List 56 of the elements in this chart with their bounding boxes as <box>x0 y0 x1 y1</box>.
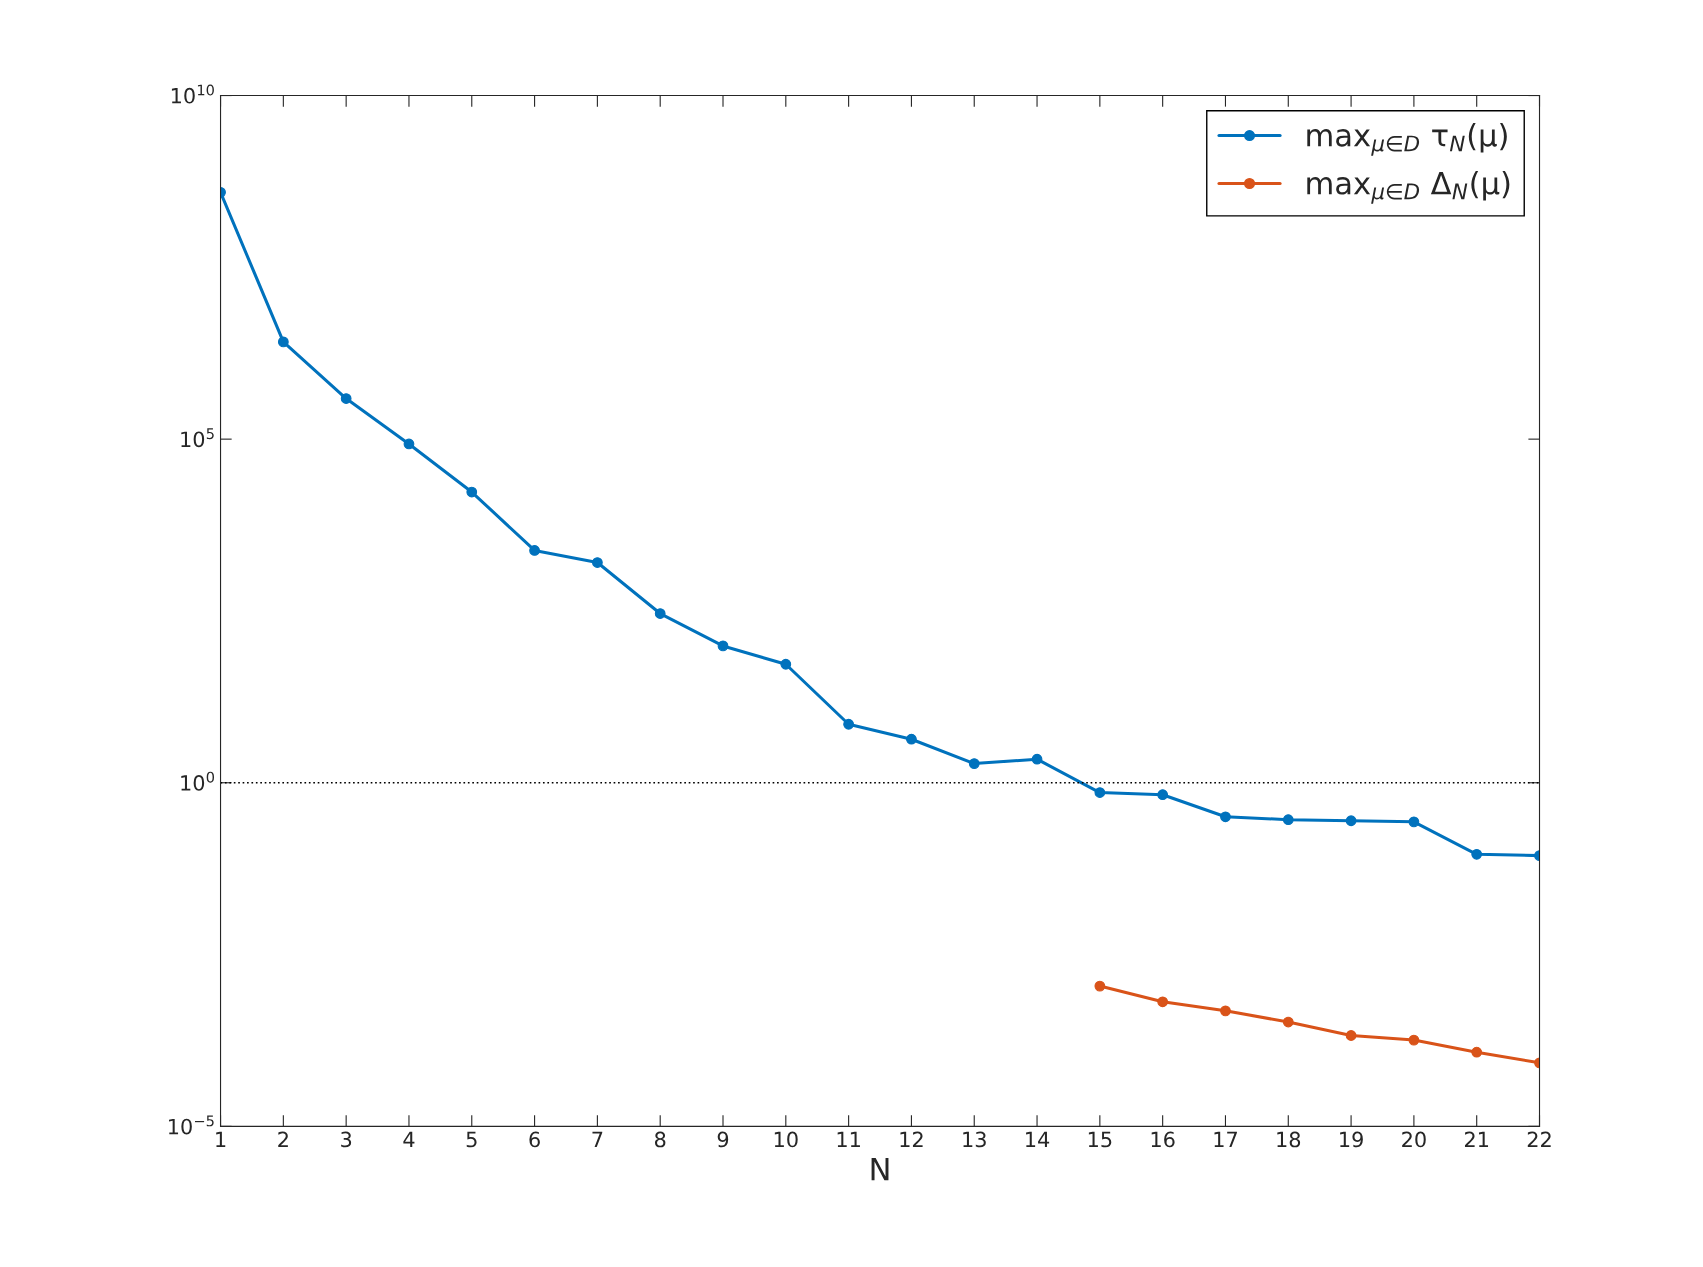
point <box>1157 996 1169 1008</box>
x-axis-title: N <box>871 1157 889 1181</box>
x-tick-label: 15 <box>1088 1131 1112 1148</box>
x-tick-label: 16 <box>1151 1131 1175 1148</box>
point <box>968 758 980 769</box>
legend-label: max$_{μ∈D}$ τ$_{N}$(μ) <box>1307 123 1507 156</box>
point <box>1094 787 1106 798</box>
point <box>1282 814 1294 826</box>
x-tick-label: 13 <box>963 1131 986 1148</box>
x-tick-label: 14 <box>1026 1131 1050 1148</box>
x-tick-label: 11 <box>837 1131 860 1148</box>
point <box>1157 789 1169 801</box>
point <box>1471 1046 1483 1058</box>
point <box>340 393 352 404</box>
point <box>277 336 289 348</box>
x-tick-label: 2 <box>278 1131 288 1148</box>
point <box>592 557 603 568</box>
point <box>466 486 478 498</box>
x-tick-label: 6 <box>529 1131 540 1148</box>
point <box>1345 1030 1357 1041</box>
y-tick-label: 10$^{−5}$ <box>169 1115 214 1135</box>
x-tick-label: 17 <box>1214 1131 1237 1148</box>
x-tick-label: 5 <box>466 1131 477 1148</box>
x-tick-label: 19 <box>1340 1131 1363 1148</box>
point <box>1220 1005 1231 1017</box>
point <box>717 640 729 652</box>
point <box>654 608 666 619</box>
point <box>403 438 415 450</box>
point <box>1471 848 1483 860</box>
x-tick-label: 7 <box>592 1131 603 1148</box>
point <box>906 733 917 745</box>
point <box>1094 980 1106 992</box>
x-tick-label: 21 <box>1464 1131 1489 1148</box>
x-tick-label: 8 <box>654 1131 666 1148</box>
point <box>1345 815 1357 827</box>
legend-label: max$_{μ∈D}$ Δ$_{N}$(μ) <box>1307 171 1510 204</box>
point <box>1220 811 1231 823</box>
x-tick-label: 9 <box>717 1131 729 1148</box>
y-tick-label: 10$^{10}$ <box>171 84 214 104</box>
x-tick-label: 1 <box>216 1131 226 1148</box>
point <box>780 658 792 670</box>
x-tick-label: 10 <box>774 1131 798 1148</box>
x-tick-label: 3 <box>341 1131 352 1148</box>
point <box>529 545 540 556</box>
point <box>1031 753 1043 765</box>
x-tick-label: 12 <box>900 1131 923 1148</box>
point <box>1408 816 1420 828</box>
y-tick-label: 10$^{5}$ <box>181 428 214 448</box>
point <box>843 718 854 730</box>
point <box>1282 1016 1294 1028</box>
x-tick-label: 22 <box>1527 1131 1551 1148</box>
x-tick-label: 18 <box>1277 1131 1301 1148</box>
x-tick-label: 4 <box>403 1131 415 1148</box>
x-tick-label: 20 <box>1402 1131 1426 1148</box>
point <box>1408 1034 1420 1046</box>
y-tick-label: 10$^{0}$ <box>181 771 215 791</box>
